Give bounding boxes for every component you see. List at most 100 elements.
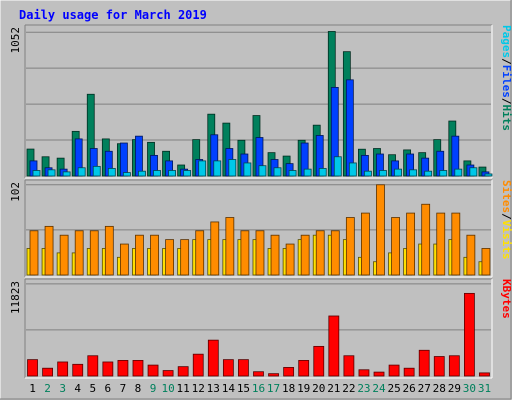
bar-pages-day-13 xyxy=(214,161,221,176)
bar-kbytes-day-5 xyxy=(88,356,98,376)
bar-pages-day-24 xyxy=(379,171,386,177)
bar-pages-day-30 xyxy=(470,168,477,176)
x-tick-label-day-8: 8 xyxy=(135,382,142,395)
bar-kbytes-day-23 xyxy=(359,370,369,376)
x-tick-label-day-28: 28 xyxy=(433,382,446,395)
bar-pages-day-23 xyxy=(364,171,371,176)
legend-visits: Sites/Visits xyxy=(500,180,512,260)
legend-entry: Hits xyxy=(500,105,512,132)
bar-sites-day-29 xyxy=(452,213,460,275)
legend-entry: Visits xyxy=(500,220,512,260)
x-tick-label-day-7: 7 xyxy=(120,382,127,395)
legend-kbytes: KBytes xyxy=(500,279,512,319)
bar-kbytes-day-4 xyxy=(73,364,83,376)
bar-pages-day-18 xyxy=(289,171,296,177)
x-tick-label-day-23: 23 xyxy=(357,382,370,395)
bar-pages-day-14 xyxy=(229,160,236,176)
x-tick-label-day-21: 21 xyxy=(327,382,340,395)
x-tick-label-day-11: 11 xyxy=(177,382,190,395)
bar-kbytes-day-14 xyxy=(223,360,233,376)
bar-kbytes-day-26 xyxy=(404,368,414,376)
x-tick-label-day-12: 12 xyxy=(192,382,205,395)
bar-kbytes-day-16 xyxy=(254,372,264,376)
bar-sites-day-7 xyxy=(120,244,128,275)
bar-pages-day-25 xyxy=(395,169,402,176)
x-tick-label-day-27: 27 xyxy=(418,382,431,395)
x-tick-label-day-4: 4 xyxy=(74,382,81,395)
x-tick-label-day-17: 17 xyxy=(267,382,280,395)
bar-pages-day-4 xyxy=(78,168,85,176)
bar-pages-day-29 xyxy=(455,169,462,176)
bar-pages-day-26 xyxy=(410,170,417,176)
panel-hits: 1052 Pages/Files/Hits xyxy=(9,25,512,178)
x-tick-label-day-31: 31 xyxy=(478,382,491,395)
bar-sites-day-12 xyxy=(196,231,204,275)
bar-sites-day-20 xyxy=(316,231,324,275)
chart-panels: 1052 Pages/Files/Hits 102 Sites/Visits 11823… xyxy=(9,25,512,378)
x-tick-label-day-3: 3 xyxy=(59,382,66,395)
bar-pages-day-6 xyxy=(108,168,115,176)
bar-pages-day-20 xyxy=(319,168,326,176)
bar-kbytes-day-1 xyxy=(28,360,38,376)
x-tick-label-day-5: 5 xyxy=(89,382,96,395)
bar-pages-day-2 xyxy=(48,170,55,176)
bar-kbytes-day-6 xyxy=(103,362,113,376)
bar-sites-day-6 xyxy=(105,226,113,275)
bar-sites-day-26 xyxy=(407,213,415,275)
bar-sites-day-1 xyxy=(30,231,38,275)
x-tick-label-day-29: 29 xyxy=(448,382,461,395)
bar-kbytes-day-15 xyxy=(238,360,248,376)
x-tick-label-day-15: 15 xyxy=(237,382,250,395)
x-tick-label-day-24: 24 xyxy=(372,382,386,395)
bar-pages-day-15 xyxy=(244,163,251,176)
bar-kbytes-day-21 xyxy=(329,316,339,376)
bar-kbytes-day-13 xyxy=(208,340,218,376)
bar-kbytes-day-3 xyxy=(58,362,68,376)
x-tick-label-day-13: 13 xyxy=(207,382,220,395)
bar-pages-day-16 xyxy=(259,166,266,176)
bar-pages-day-3 xyxy=(63,172,70,176)
bar-kbytes-day-22 xyxy=(344,356,354,376)
bar-kbytes-day-17 xyxy=(269,374,279,376)
bar-files-day-22 xyxy=(346,80,353,176)
bar-files-day-8 xyxy=(135,136,142,176)
bar-pages-day-7 xyxy=(123,173,130,176)
bar-sites-day-18 xyxy=(286,244,294,275)
bar-sites-day-4 xyxy=(75,231,83,275)
bar-sites-day-14 xyxy=(226,218,234,275)
legend-entry: Sites xyxy=(500,180,512,213)
bar-sites-day-10 xyxy=(166,240,174,275)
x-tick-label-day-22: 22 xyxy=(342,382,355,395)
bar-pages-day-12 xyxy=(199,161,206,176)
bar-pages-day-19 xyxy=(304,169,311,176)
y-axis-max-label: 1052 xyxy=(9,27,22,54)
bar-kbytes-day-19 xyxy=(299,360,309,376)
bar-pages-day-9 xyxy=(154,171,161,177)
bar-sites-day-27 xyxy=(422,204,430,275)
bar-pages-day-1 xyxy=(33,171,40,177)
bar-sites-day-3 xyxy=(60,235,68,275)
bar-sites-day-8 xyxy=(135,235,143,275)
bar-pages-day-11 xyxy=(184,171,191,177)
panel-visits: 102 Sites/Visits xyxy=(9,180,512,277)
bar-sites-day-28 xyxy=(437,213,445,275)
bar-sites-day-25 xyxy=(392,218,400,275)
bar-kbytes-day-31 xyxy=(479,373,489,376)
bar-kbytes-day-18 xyxy=(284,367,294,376)
bar-files-day-7 xyxy=(120,143,127,176)
bar-sites-day-13 xyxy=(211,222,219,275)
y-axis-max-label: 102 xyxy=(9,182,22,202)
x-tick-label-day-26: 26 xyxy=(403,382,416,395)
bar-kbytes-day-12 xyxy=(193,354,203,376)
legend-hits: Pages/Files/Hits xyxy=(500,25,512,131)
x-tick-label-day-16: 16 xyxy=(252,382,265,395)
bar-pages-day-28 xyxy=(440,171,447,177)
bar-kbytes-day-24 xyxy=(374,372,384,376)
legend-entry: Pages xyxy=(500,25,512,58)
bar-kbytes-day-7 xyxy=(118,360,128,376)
y-axis-max-label: 11823 xyxy=(9,281,22,314)
bar-sites-day-2 xyxy=(45,226,53,275)
bar-sites-day-31 xyxy=(482,248,490,275)
